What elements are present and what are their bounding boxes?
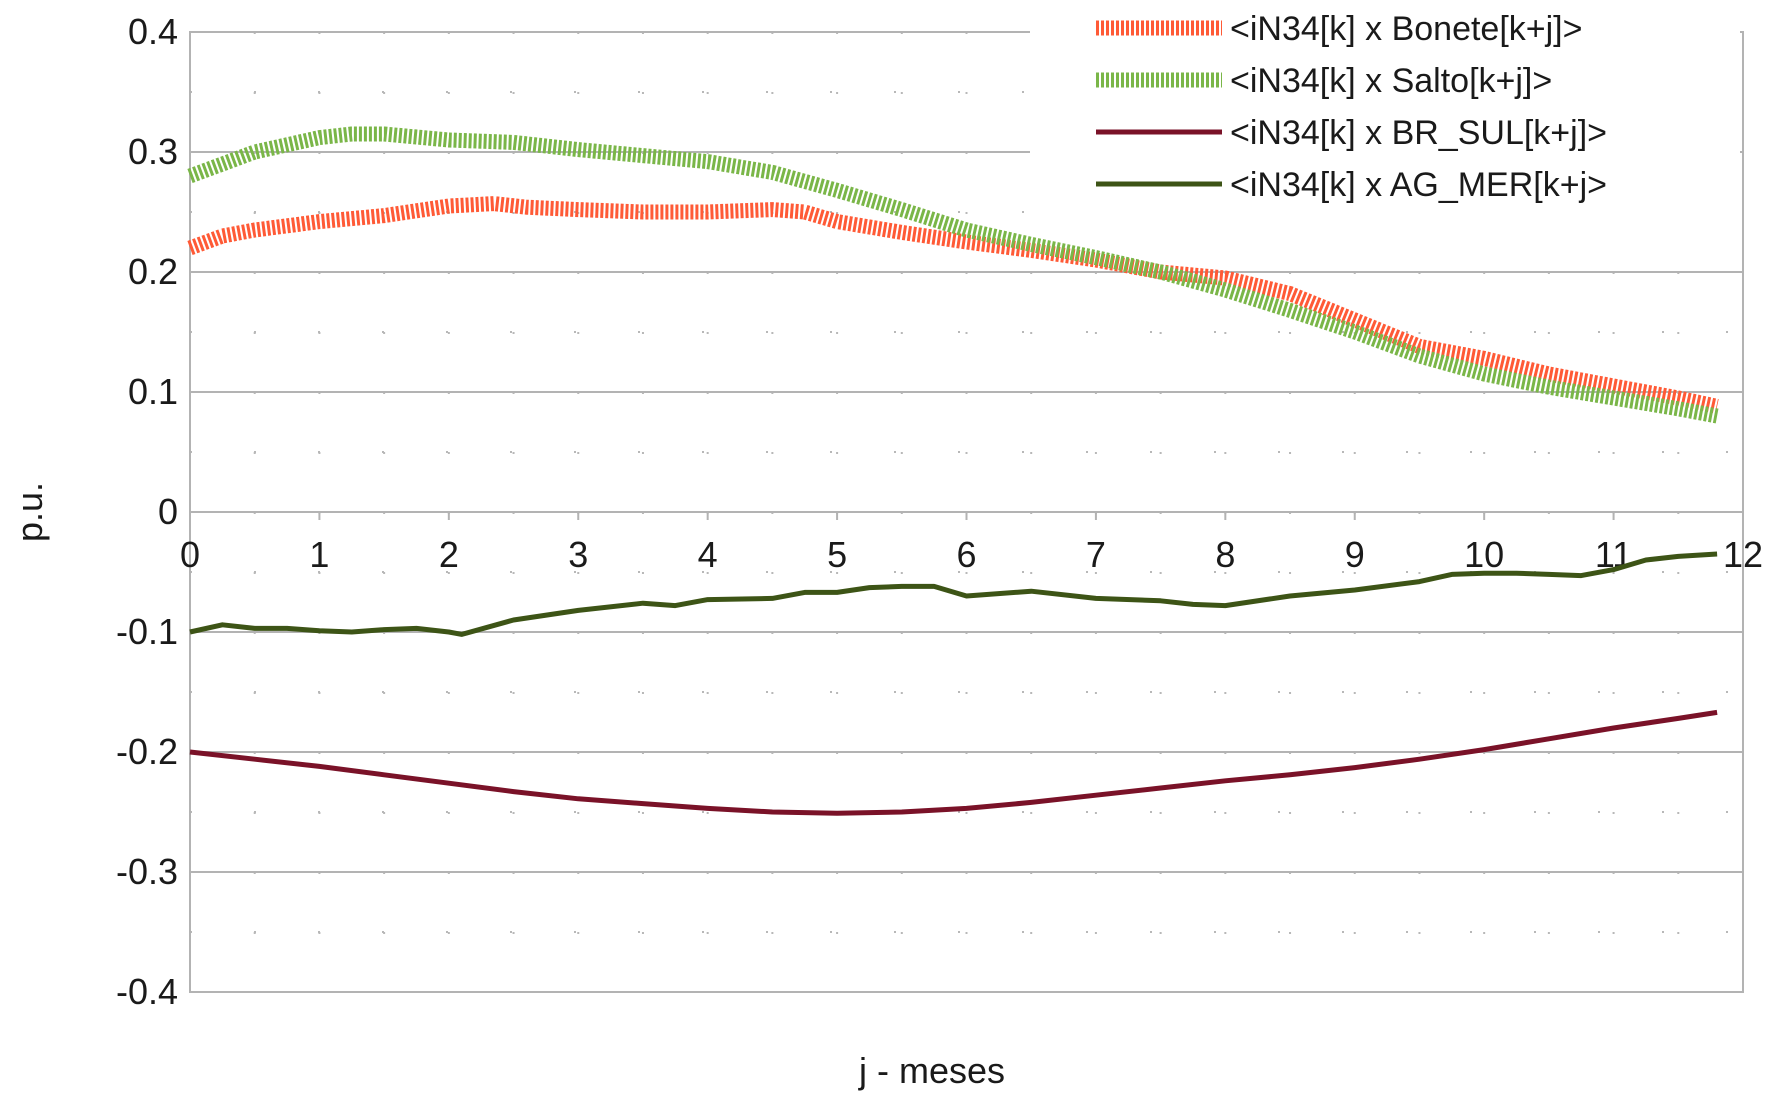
x-tick-label: 7 bbox=[1086, 534, 1106, 575]
y-tick-label: 0.1 bbox=[128, 371, 178, 412]
x-tick-label: 12 bbox=[1723, 534, 1763, 575]
series-line-4 bbox=[189, 551, 1718, 637]
legend-entry-label: <iN34[k] x AG_MER[k+j> bbox=[1230, 166, 1607, 204]
y-axis-ticks: 0.4 0.3 0.2 0.1 0 -0.1 -0.2 -0.3 -0.4 bbox=[116, 11, 178, 1012]
x-tick-label: 4 bbox=[698, 534, 718, 575]
legend: <iN34[k] x Bonete[k+j]> <iN34[k] x Salto[… bbox=[1030, 6, 1740, 216]
x-tick-label: 0 bbox=[180, 534, 200, 575]
series-line-2 bbox=[187, 126, 1719, 424]
x-tick-label: 8 bbox=[1215, 534, 1235, 575]
x-tick-label: 5 bbox=[827, 534, 847, 575]
y-axis-label: p.u. bbox=[9, 482, 50, 542]
series-line-3 bbox=[189, 709, 1718, 816]
y-tick-label: 0.2 bbox=[128, 251, 178, 292]
y-tick-label: -0.3 bbox=[116, 851, 178, 892]
series-line-1 bbox=[187, 196, 1719, 414]
x-tick-label: 10 bbox=[1464, 534, 1504, 575]
legend-entry-label: <iN34[k] x Bonete[k+j]> bbox=[1230, 10, 1582, 48]
series-lines bbox=[187, 126, 1719, 816]
x-axis-label: j - meses bbox=[858, 1050, 1005, 1091]
y-tick-label: -0.2 bbox=[116, 731, 178, 772]
legend-background bbox=[1030, 6, 1740, 216]
x-axis-ticks: 0 1 2 3 4 5 6 7 8 9 10 11 12 bbox=[180, 512, 1763, 575]
x-tick-label: 6 bbox=[956, 534, 976, 575]
y-tick-label: -0.1 bbox=[116, 611, 178, 652]
x-tick-label: 3 bbox=[568, 534, 588, 575]
legend-entry-label: <iN34[k] x Salto[k+j]> bbox=[1230, 62, 1552, 100]
y-tick-label: 0.3 bbox=[128, 131, 178, 172]
legend-entry-label: <iN34[k] x BR_SUL[k+j]> bbox=[1230, 114, 1607, 152]
x-tick-label: 2 bbox=[439, 534, 459, 575]
y-tick-label: 0.4 bbox=[128, 11, 178, 52]
y-tick-label: 0 bbox=[158, 491, 178, 532]
x-tick-label: 9 bbox=[1345, 534, 1365, 575]
x-tick-label: 1 bbox=[309, 534, 329, 575]
y-tick-label: -0.4 bbox=[116, 971, 178, 1012]
